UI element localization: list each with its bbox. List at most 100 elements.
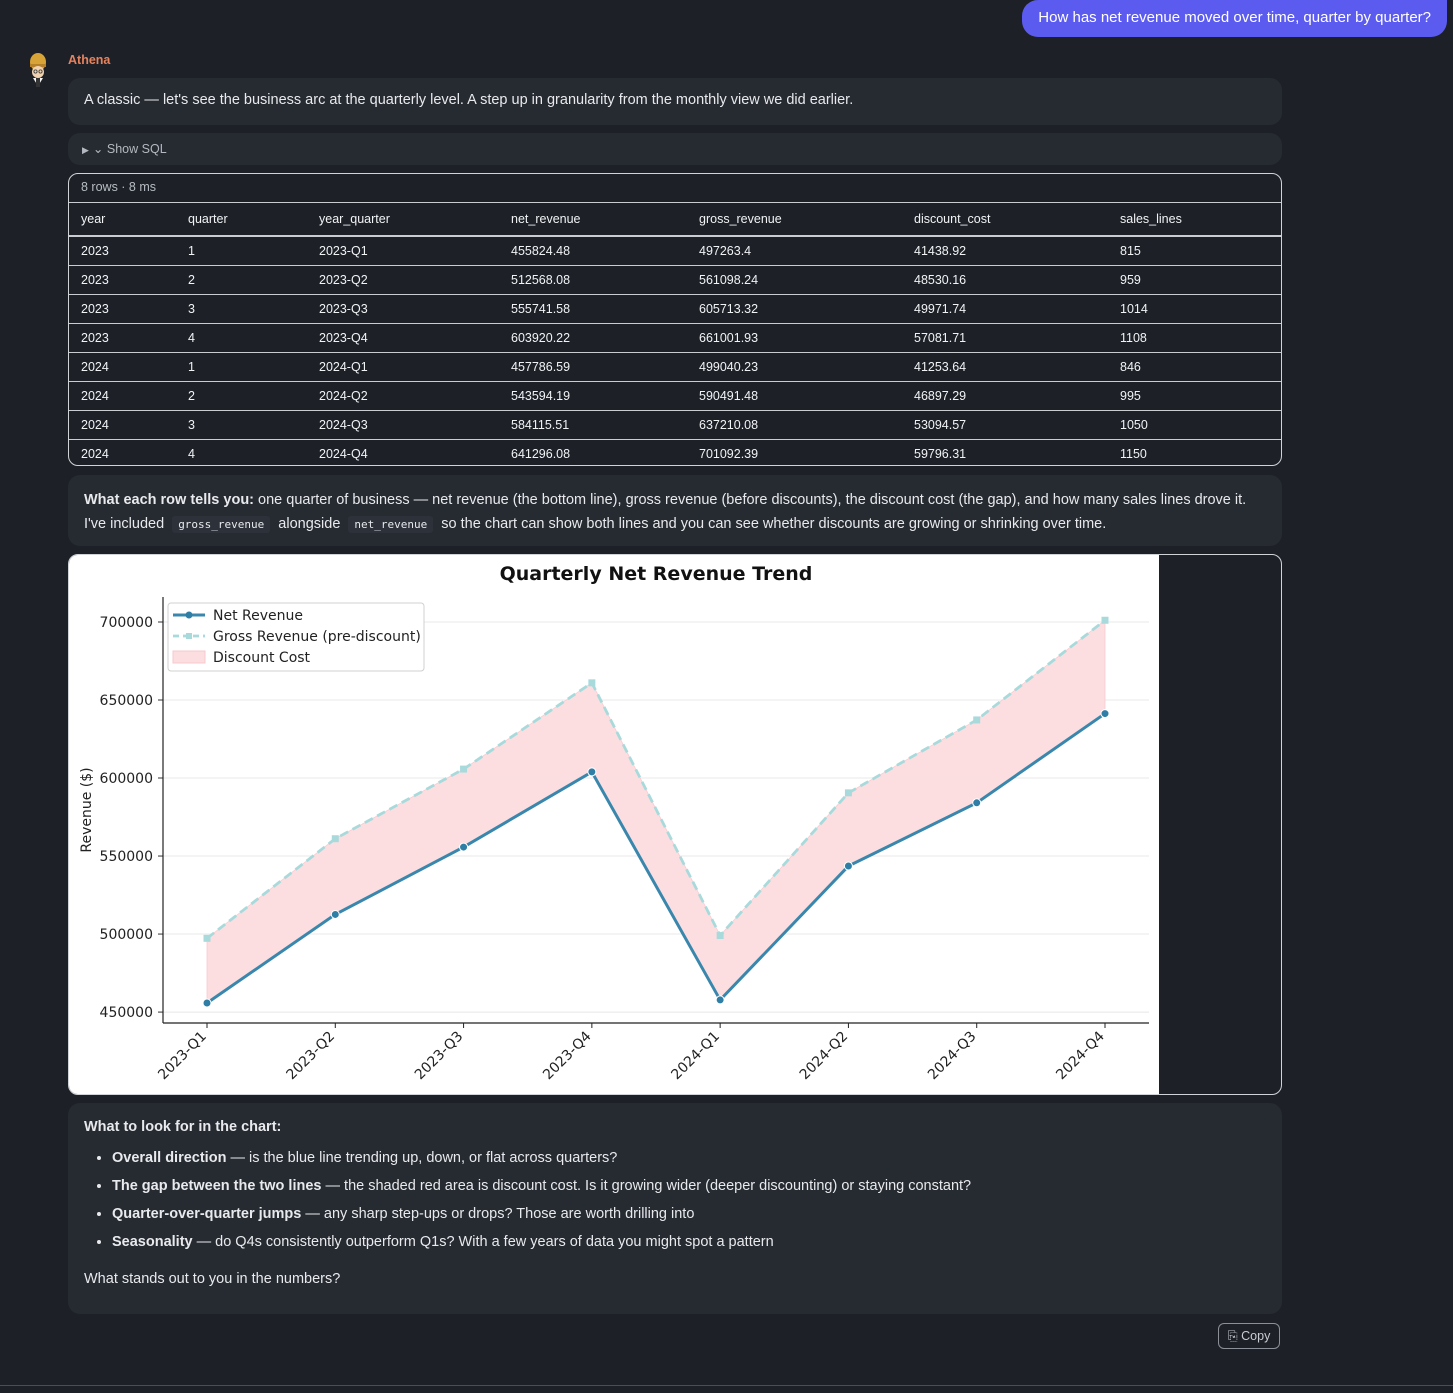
table-cell: 605713.32 xyxy=(687,294,902,324)
table-cell: 455824.48 xyxy=(499,236,687,266)
clipboard-icon: ⎘ xyxy=(1227,1328,1238,1343)
column-header[interactable]: year_quarter xyxy=(307,203,499,237)
table-cell: 637210.08 xyxy=(687,410,902,440)
table-cell: 2024-Q4 xyxy=(319,447,368,461)
net-revenue-point xyxy=(330,909,340,919)
table-cell: 48530.16 xyxy=(902,265,1108,295)
table-cell: 2023-Q1 xyxy=(307,236,499,266)
table-cell: 2024 xyxy=(69,410,176,440)
user-message-bubble: How has net revenue moved over time, qua… xyxy=(1022,0,1447,37)
show-sql-toggle[interactable]: ▶ ⌄ Show SQL xyxy=(68,133,1282,165)
guidance-item-text: — the shaded red area is discount cost. … xyxy=(321,1178,972,1194)
table-row: 2023 3 2023-Q3 555741.58 605713.32 49971.74 10… xyxy=(69,294,1281,324)
gross-revenue-point xyxy=(460,765,468,773)
table-cell: 2023-Q2 xyxy=(307,265,499,295)
table-cell: 1050 xyxy=(1108,410,1281,440)
table-cell: 641296.08 xyxy=(511,447,571,461)
column-header[interactable]: sales_lines xyxy=(1108,203,1281,237)
table-cell: 2024 xyxy=(69,352,176,382)
table-cell: 53094.57 xyxy=(902,410,1108,440)
column-header[interactable]: discount_cost xyxy=(902,203,1108,237)
table-cell: 2024 xyxy=(81,447,109,461)
result-table: year quarter year_quarter net_revenue gross_… xyxy=(69,203,1281,466)
guidance-list: Overall direction — is the blue line tre… xyxy=(84,1149,1266,1251)
table-cell: 499040.23 xyxy=(687,352,902,382)
legend-label: Discount Cost xyxy=(213,650,311,666)
table-cell: 1 xyxy=(176,236,307,266)
table-row: 2024 2 2024-Q2 543594.19 590491.48 46897.29 99… xyxy=(69,381,1281,411)
show-sql-label: Show SQL xyxy=(106,142,167,156)
column-header[interactable]: gross_revenue xyxy=(687,203,902,237)
net-revenue-point xyxy=(587,767,597,777)
table-cell: 497263.4 xyxy=(687,236,902,266)
table-cell: 561098.24 xyxy=(687,265,902,295)
table-cell: 2023 xyxy=(69,265,176,295)
net-revenue-point xyxy=(715,995,725,1005)
table-cell: 4 xyxy=(176,323,307,353)
gross-revenue-point xyxy=(331,835,339,843)
guidance-heading: What to look for in the chart: xyxy=(84,1119,282,1135)
copy-label: Copy xyxy=(1241,1328,1271,1343)
legend-fill-swatch xyxy=(172,650,206,664)
table-row: 2024 1 2024-Q1 457786.59 499040.23 41253.64 84… xyxy=(69,352,1281,382)
explain-text-3: so the chart can show both lines and you… xyxy=(437,516,1107,532)
table-cell: 4 xyxy=(188,447,195,461)
guidance-item-bold: Overall direction xyxy=(112,1150,227,1166)
table-cell: 2024-Q1 xyxy=(307,352,499,382)
table-cell: 2 xyxy=(176,381,307,411)
table-header-row: year quarter year_quarter net_revenue gross_… xyxy=(69,203,1281,237)
gross-revenue-point xyxy=(203,934,211,942)
legend-net-marker xyxy=(185,611,193,619)
table-row: 2023 4 2023-Q4 603920.22 661001.93 57081.71 11… xyxy=(69,323,1281,353)
y-tick-label: 600000 xyxy=(100,771,153,787)
y-axis-label: Revenue ($) xyxy=(79,767,95,852)
chart-card: Quarterly Net Revenue Trend Revenue ($) … xyxy=(68,554,1282,1095)
guidance-item-text: — do Q4s consistently outperform Q1s? Wi… xyxy=(192,1234,774,1250)
column-header[interactable]: year xyxy=(69,203,176,237)
y-tick-label: 450000 xyxy=(100,1005,153,1021)
table-cell: 3 xyxy=(176,294,307,324)
gross-revenue-line xyxy=(206,619,1106,940)
column-header[interactable]: quarter xyxy=(176,203,307,237)
guidance-item: Quarter-over-quarter jumps — any sharp s… xyxy=(112,1205,1266,1223)
table-cell: 959 xyxy=(1108,265,1281,295)
expand-triangle-icon: ▶ xyxy=(82,145,89,155)
table-cell: 1150 xyxy=(1120,447,1147,461)
chart-title: Quarterly Net Revenue Trend xyxy=(500,563,813,585)
guidance-item: The gap between the two lines — the shad… xyxy=(112,1177,1266,1195)
composer-divider xyxy=(0,1385,1453,1386)
guidance-item: Overall direction — is the blue line tre… xyxy=(112,1149,1266,1167)
guidance-item: Seasonality — do Q4s consistently outper… xyxy=(112,1233,1266,1251)
y-tick-label: 500000 xyxy=(100,927,153,943)
net-revenue-point xyxy=(459,842,469,852)
table-cell: 41253.64 xyxy=(902,352,1108,382)
chevron-down-icon: ⌄ xyxy=(92,142,104,156)
table-row: 2024 3 2024-Q3 584115.51 637210.08 53094.57 10… xyxy=(69,410,1281,440)
explain-text-2: alongside xyxy=(274,516,345,532)
athena-avatar-icon xyxy=(30,53,46,87)
chart-guidance: What to look for in the chart: Overall d… xyxy=(68,1103,1282,1314)
table-cell: 584115.51 xyxy=(499,410,687,440)
copy-button[interactable]: ⎘ Copy xyxy=(1218,1323,1280,1349)
guidance-item-bold: Seasonality xyxy=(112,1234,193,1250)
gross-revenue-point xyxy=(588,679,596,687)
table-cell: 2024-Q2 xyxy=(307,381,499,411)
explain-text-1: one quarter of business — net revenue (t… xyxy=(84,492,1247,532)
y-tick-label: 700000 xyxy=(100,615,153,631)
table-cell: 49971.74 xyxy=(902,294,1108,324)
table-row: 2024 4 2024-Q4 641296.08 701092.39 59796.31 11… xyxy=(69,440,1281,466)
column-header[interactable]: net_revenue xyxy=(499,203,687,237)
code-gross-revenue: gross_revenue xyxy=(172,516,271,533)
table-cell: 41438.92 xyxy=(902,236,1108,266)
net-revenue-line xyxy=(206,712,1106,1005)
table-meta: 8 rows · 8 ms xyxy=(69,174,1281,203)
y-tick-label: 650000 xyxy=(100,693,153,709)
table-cell: 603920.22 xyxy=(499,323,687,353)
net-revenue-point xyxy=(843,861,853,871)
table-cell: 57081.71 xyxy=(902,323,1108,353)
gross-revenue-point xyxy=(973,716,981,724)
table-cell: 815 xyxy=(1108,236,1281,266)
net-revenue-point xyxy=(202,998,212,1008)
closing-question: What stands out to you in the numbers? xyxy=(84,1271,341,1287)
guidance-item-bold: The gap between the two lines xyxy=(112,1178,322,1194)
